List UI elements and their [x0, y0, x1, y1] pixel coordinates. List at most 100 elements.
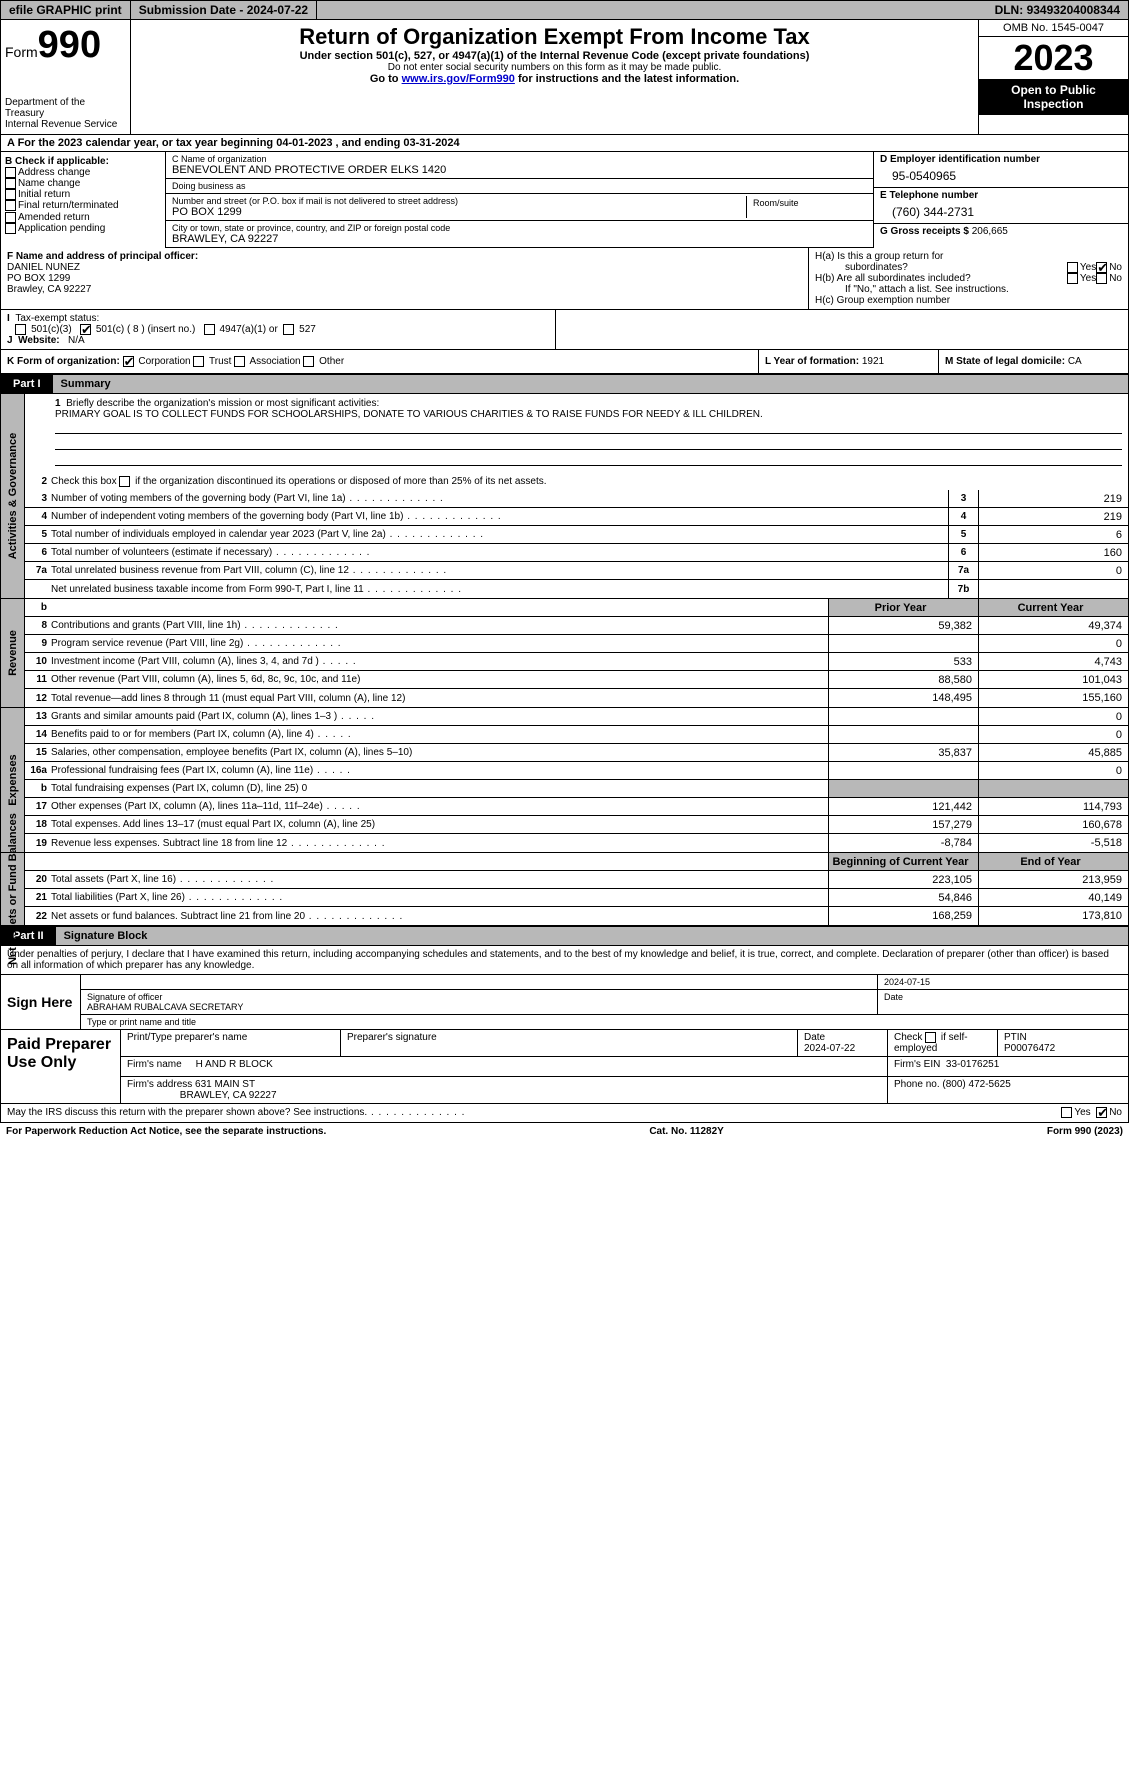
cb-name-change[interactable]: Name change: [5, 178, 161, 189]
goto-line: Go to www.irs.gov/Form990 for instructio…: [137, 73, 972, 85]
hb-label: H(b) Are all subordinates included?: [815, 273, 1067, 284]
ij-right-spacer: [556, 310, 876, 349]
row-a-text: A For the 2023 calendar year, or tax yea…: [7, 137, 276, 149]
row-14: 14Benefits paid to or for members (Part …: [25, 726, 1128, 744]
sig-date-label: Date: [878, 990, 1128, 1014]
row-7b: Net unrelated business taxable income fr…: [25, 580, 1128, 598]
cb-trust[interactable]: [193, 356, 204, 367]
street-label: Number and street (or P.O. box if mail i…: [172, 196, 746, 206]
row-18: 18Total expenses. Add lines 13–17 (must …: [25, 816, 1128, 834]
top-bar: efile GRAPHIC print Submission Date - 20…: [0, 0, 1129, 20]
hdr-prior-year: Prior Year: [828, 599, 978, 616]
prep-row-2: Firm's name H AND R BLOCK Firm's EIN 33-…: [121, 1057, 1128, 1077]
v6: 160: [978, 544, 1128, 561]
ein-value: 95-0540965: [880, 165, 1122, 185]
cb-self-employed[interactable]: [925, 1032, 936, 1043]
form-number: Form990: [5, 24, 126, 67]
h-cell: H(a) Is this a group return for subordin…: [808, 248, 1128, 309]
dln-label: DLN:: [995, 3, 1027, 17]
dba-cell: Doing business as: [166, 179, 873, 194]
expenses-block: Expenses 13Grants and similar amounts pa…: [0, 708, 1129, 853]
i-501c: 501(c) ( 8 ) (insert no.): [96, 324, 195, 335]
col-b: B Check if applicable: Address change Na…: [1, 152, 166, 248]
hb-no-cb[interactable]: [1096, 273, 1107, 284]
may-no: No: [1109, 1108, 1122, 1119]
city-value: BRAWLEY, CA 92227: [172, 233, 867, 245]
i-527: 527: [299, 324, 316, 335]
form-title: Return of Organization Exempt From Incom…: [137, 24, 972, 50]
m-label: M State of legal domicile:: [945, 356, 1068, 367]
row-7a: 7aTotal unrelated business revenue from …: [25, 562, 1128, 580]
open-inspection: Open to Public Inspection: [979, 79, 1128, 115]
cb-discontinued[interactable]: [119, 476, 130, 487]
ha-yes-cb[interactable]: [1067, 262, 1078, 273]
pra-notice: For Paperwork Reduction Act Notice, see …: [6, 1126, 326, 1137]
col-d: D Employer identification number 95-0540…: [873, 152, 1128, 248]
v4: 219: [978, 508, 1128, 525]
mission-block: 1 Briefly describe the organization's mi…: [25, 394, 1128, 472]
cb-501c[interactable]: [80, 324, 91, 335]
firm-addr1: 631 MAIN ST: [195, 1079, 255, 1090]
cb-527[interactable]: [283, 324, 294, 335]
may-no-cb[interactable]: [1096, 1107, 1107, 1118]
org-name-label: C Name of organization: [172, 154, 867, 164]
mission-text: PRIMARY GOAL IS TO COLLECT FUNDS FOR SCH…: [55, 409, 763, 420]
row-20: 20Total assets (Part X, line 16)223,1052…: [25, 871, 1128, 889]
cb-other[interactable]: [303, 356, 314, 367]
part-ii-header: Part II Signature Block: [0, 926, 1129, 946]
part-i-header: Part I Summary: [0, 374, 1129, 394]
cb-final-return[interactable]: Final return/terminated: [5, 200, 161, 211]
row-8: 8Contributions and grants (Part VIII, li…: [25, 617, 1128, 635]
v3: 219: [978, 490, 1128, 507]
row-a-tax-year: A For the 2023 calendar year, or tax yea…: [0, 135, 1129, 152]
row-6: 6Total number of volunteers (estimate if…: [25, 544, 1128, 562]
cb-address-change[interactable]: Address change: [5, 167, 161, 178]
firm-ein: 33-0176251: [946, 1059, 999, 1070]
cb-initial-return[interactable]: Initial return: [5, 189, 161, 200]
k-trust: Trust: [209, 356, 231, 367]
sig-intro: Under penalties of perjury, I declare th…: [0, 946, 1129, 975]
row-22: 22Net assets or fund balances. Subtract …: [25, 907, 1128, 925]
row-15: 15Salaries, other compensation, employee…: [25, 744, 1128, 762]
ptin-value: P00076472: [1004, 1043, 1055, 1054]
v7b: [978, 580, 1128, 598]
sidetab-netassets: Net Assets or Fund Balances: [1, 853, 25, 925]
q7a: Total unrelated business revenue from Pa…: [51, 564, 948, 577]
sign-here-block: Sign Here 2024-07-15 Signature of office…: [0, 975, 1129, 1030]
cb-assoc[interactable]: [234, 356, 245, 367]
hb-no: No: [1109, 273, 1122, 284]
header-mid: Return of Organization Exempt From Incom…: [131, 20, 978, 134]
cb-application-pending[interactable]: Application pending: [5, 223, 161, 234]
dln-value: 93493204008344: [1027, 3, 1120, 17]
ha2-label: subordinates?: [815, 262, 1067, 273]
hb-yes-cb[interactable]: [1067, 273, 1078, 284]
sig-name-title-row: Type or print name and title: [81, 1015, 1128, 1029]
k-label: K Form of organization:: [7, 356, 120, 367]
may-discuss-row: May the IRS discuss this return with the…: [0, 1104, 1129, 1122]
header-right: OMB No. 1545-0047 2023 Open to Public In…: [978, 20, 1128, 134]
row-9: 9Program service revenue (Part VIII, lin…: [25, 635, 1128, 653]
revenue-block: Revenue bPrior YearCurrent Year 8Contrib…: [0, 599, 1129, 708]
sig-date: 2024-07-15: [878, 975, 1128, 989]
cb-4947[interactable]: [204, 324, 215, 335]
row-a-mid: , and ending: [336, 137, 404, 149]
efile-label: efile GRAPHIC print: [1, 1, 131, 19]
firm-addr-label: Firm's address: [127, 1079, 192, 1090]
mission-line-3: [55, 452, 1122, 466]
org-name-cell: C Name of organization BENEVOLENT AND PR…: [166, 152, 873, 179]
phone-value: (760) 344-2731: [880, 201, 1122, 221]
v5: 6: [978, 526, 1128, 543]
room-label: Room/suite: [753, 198, 861, 208]
col-c: C Name of organization BENEVOLENT AND PR…: [166, 152, 873, 248]
may-yes-cb[interactable]: [1061, 1107, 1072, 1118]
net-assets-block: Net Assets or Fund Balances Beginning of…: [0, 853, 1129, 926]
firm-ein-label: Firm's EIN: [894, 1059, 940, 1070]
org-name: BENEVOLENT AND PROTECTIVE ORDER ELKS 142…: [172, 164, 867, 176]
ha-no-cb[interactable]: [1096, 262, 1107, 273]
cb-501c3[interactable]: [15, 324, 26, 335]
i-4947: 4947(a)(1) or: [219, 324, 277, 335]
cb-corp[interactable]: [123, 356, 134, 367]
cb-amended-return[interactable]: Amended return: [5, 212, 161, 223]
row-12: 12Total revenue—add lines 8 through 11 (…: [25, 689, 1128, 707]
irs-link[interactable]: www.irs.gov/Form990: [402, 73, 515, 85]
